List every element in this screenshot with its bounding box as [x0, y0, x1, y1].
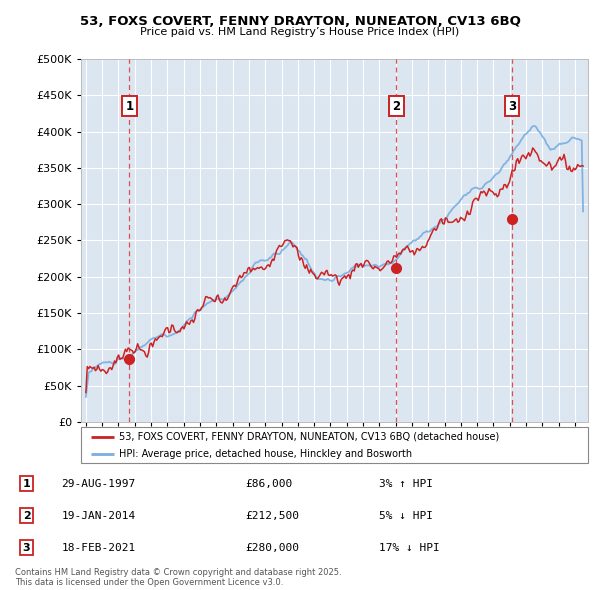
Text: 1: 1 [125, 100, 133, 113]
Text: £86,000: £86,000 [245, 478, 292, 489]
FancyBboxPatch shape [81, 427, 588, 463]
Text: 3: 3 [23, 543, 31, 552]
Text: 17% ↓ HPI: 17% ↓ HPI [379, 543, 439, 552]
Text: 1: 1 [23, 478, 31, 489]
Text: 53, FOXS COVERT, FENNY DRAYTON, NUNEATON, CV13 6BQ (detached house): 53, FOXS COVERT, FENNY DRAYTON, NUNEATON… [119, 432, 499, 442]
Text: Contains HM Land Registry data © Crown copyright and database right 2025.
This d: Contains HM Land Registry data © Crown c… [15, 568, 341, 587]
Text: Price paid vs. HM Land Registry’s House Price Index (HPI): Price paid vs. HM Land Registry’s House … [140, 27, 460, 37]
Text: £280,000: £280,000 [245, 543, 299, 552]
Text: £212,500: £212,500 [245, 510, 299, 520]
Text: 3% ↑ HPI: 3% ↑ HPI [379, 478, 433, 489]
Text: 5% ↓ HPI: 5% ↓ HPI [379, 510, 433, 520]
Text: 18-FEB-2021: 18-FEB-2021 [61, 543, 136, 552]
Text: 29-AUG-1997: 29-AUG-1997 [61, 478, 136, 489]
Text: 2: 2 [392, 100, 401, 113]
Text: 2: 2 [23, 510, 31, 520]
Text: HPI: Average price, detached house, Hinckley and Bosworth: HPI: Average price, detached house, Hinc… [119, 449, 412, 459]
Text: 3: 3 [508, 100, 516, 113]
Text: 53, FOXS COVERT, FENNY DRAYTON, NUNEATON, CV13 6BQ: 53, FOXS COVERT, FENNY DRAYTON, NUNEATON… [80, 15, 520, 28]
Text: 19-JAN-2014: 19-JAN-2014 [61, 510, 136, 520]
